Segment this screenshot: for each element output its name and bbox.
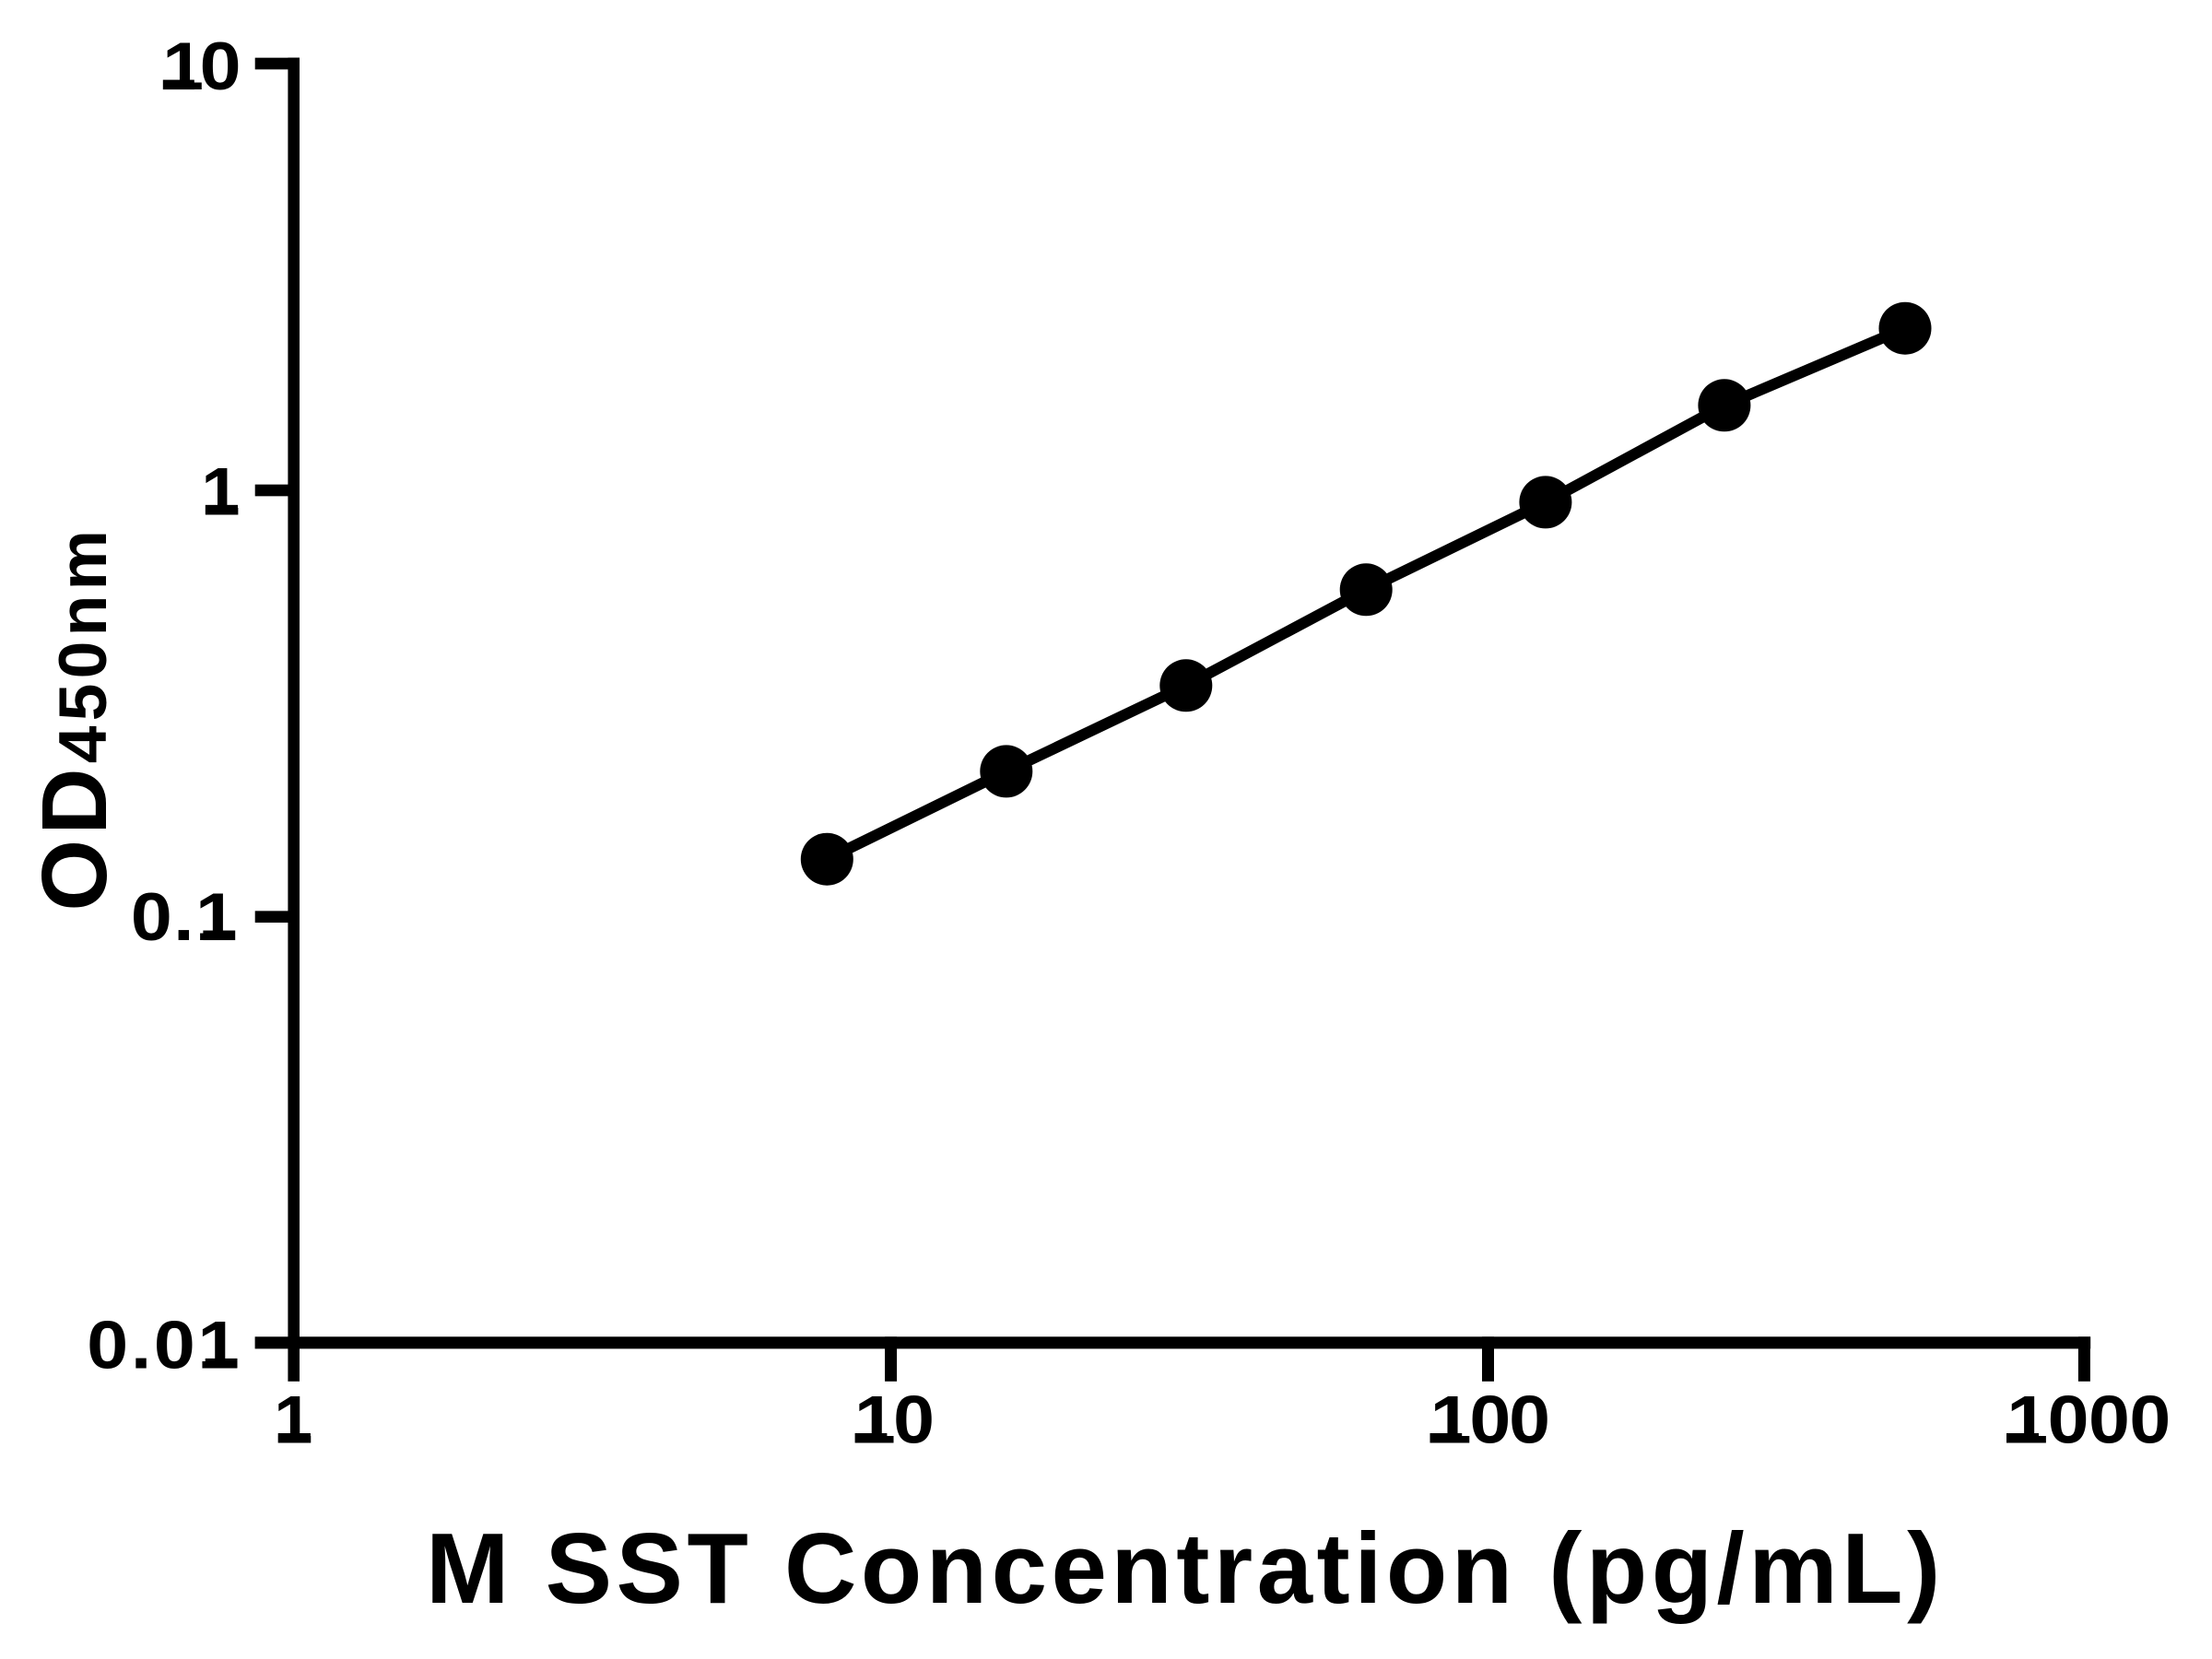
- svg-text:1: 1: [274, 1382, 312, 1458]
- svg-text:0.1: 0.1: [131, 879, 238, 955]
- svg-text:M SST Concentration (pg/mL): M SST Concentration (pg/mL): [426, 1513, 1945, 1625]
- svg-text:10: 10: [162, 29, 238, 104]
- svg-text:1: 1: [201, 453, 240, 530]
- svg-text:OD450nm: OD450nm: [23, 525, 126, 912]
- svg-text:10: 10: [854, 1382, 933, 1458]
- svg-text:0.01: 0.01: [87, 1308, 241, 1383]
- svg-text:1000: 1000: [2006, 1382, 2170, 1458]
- svg-text:100: 100: [1430, 1382, 1548, 1458]
